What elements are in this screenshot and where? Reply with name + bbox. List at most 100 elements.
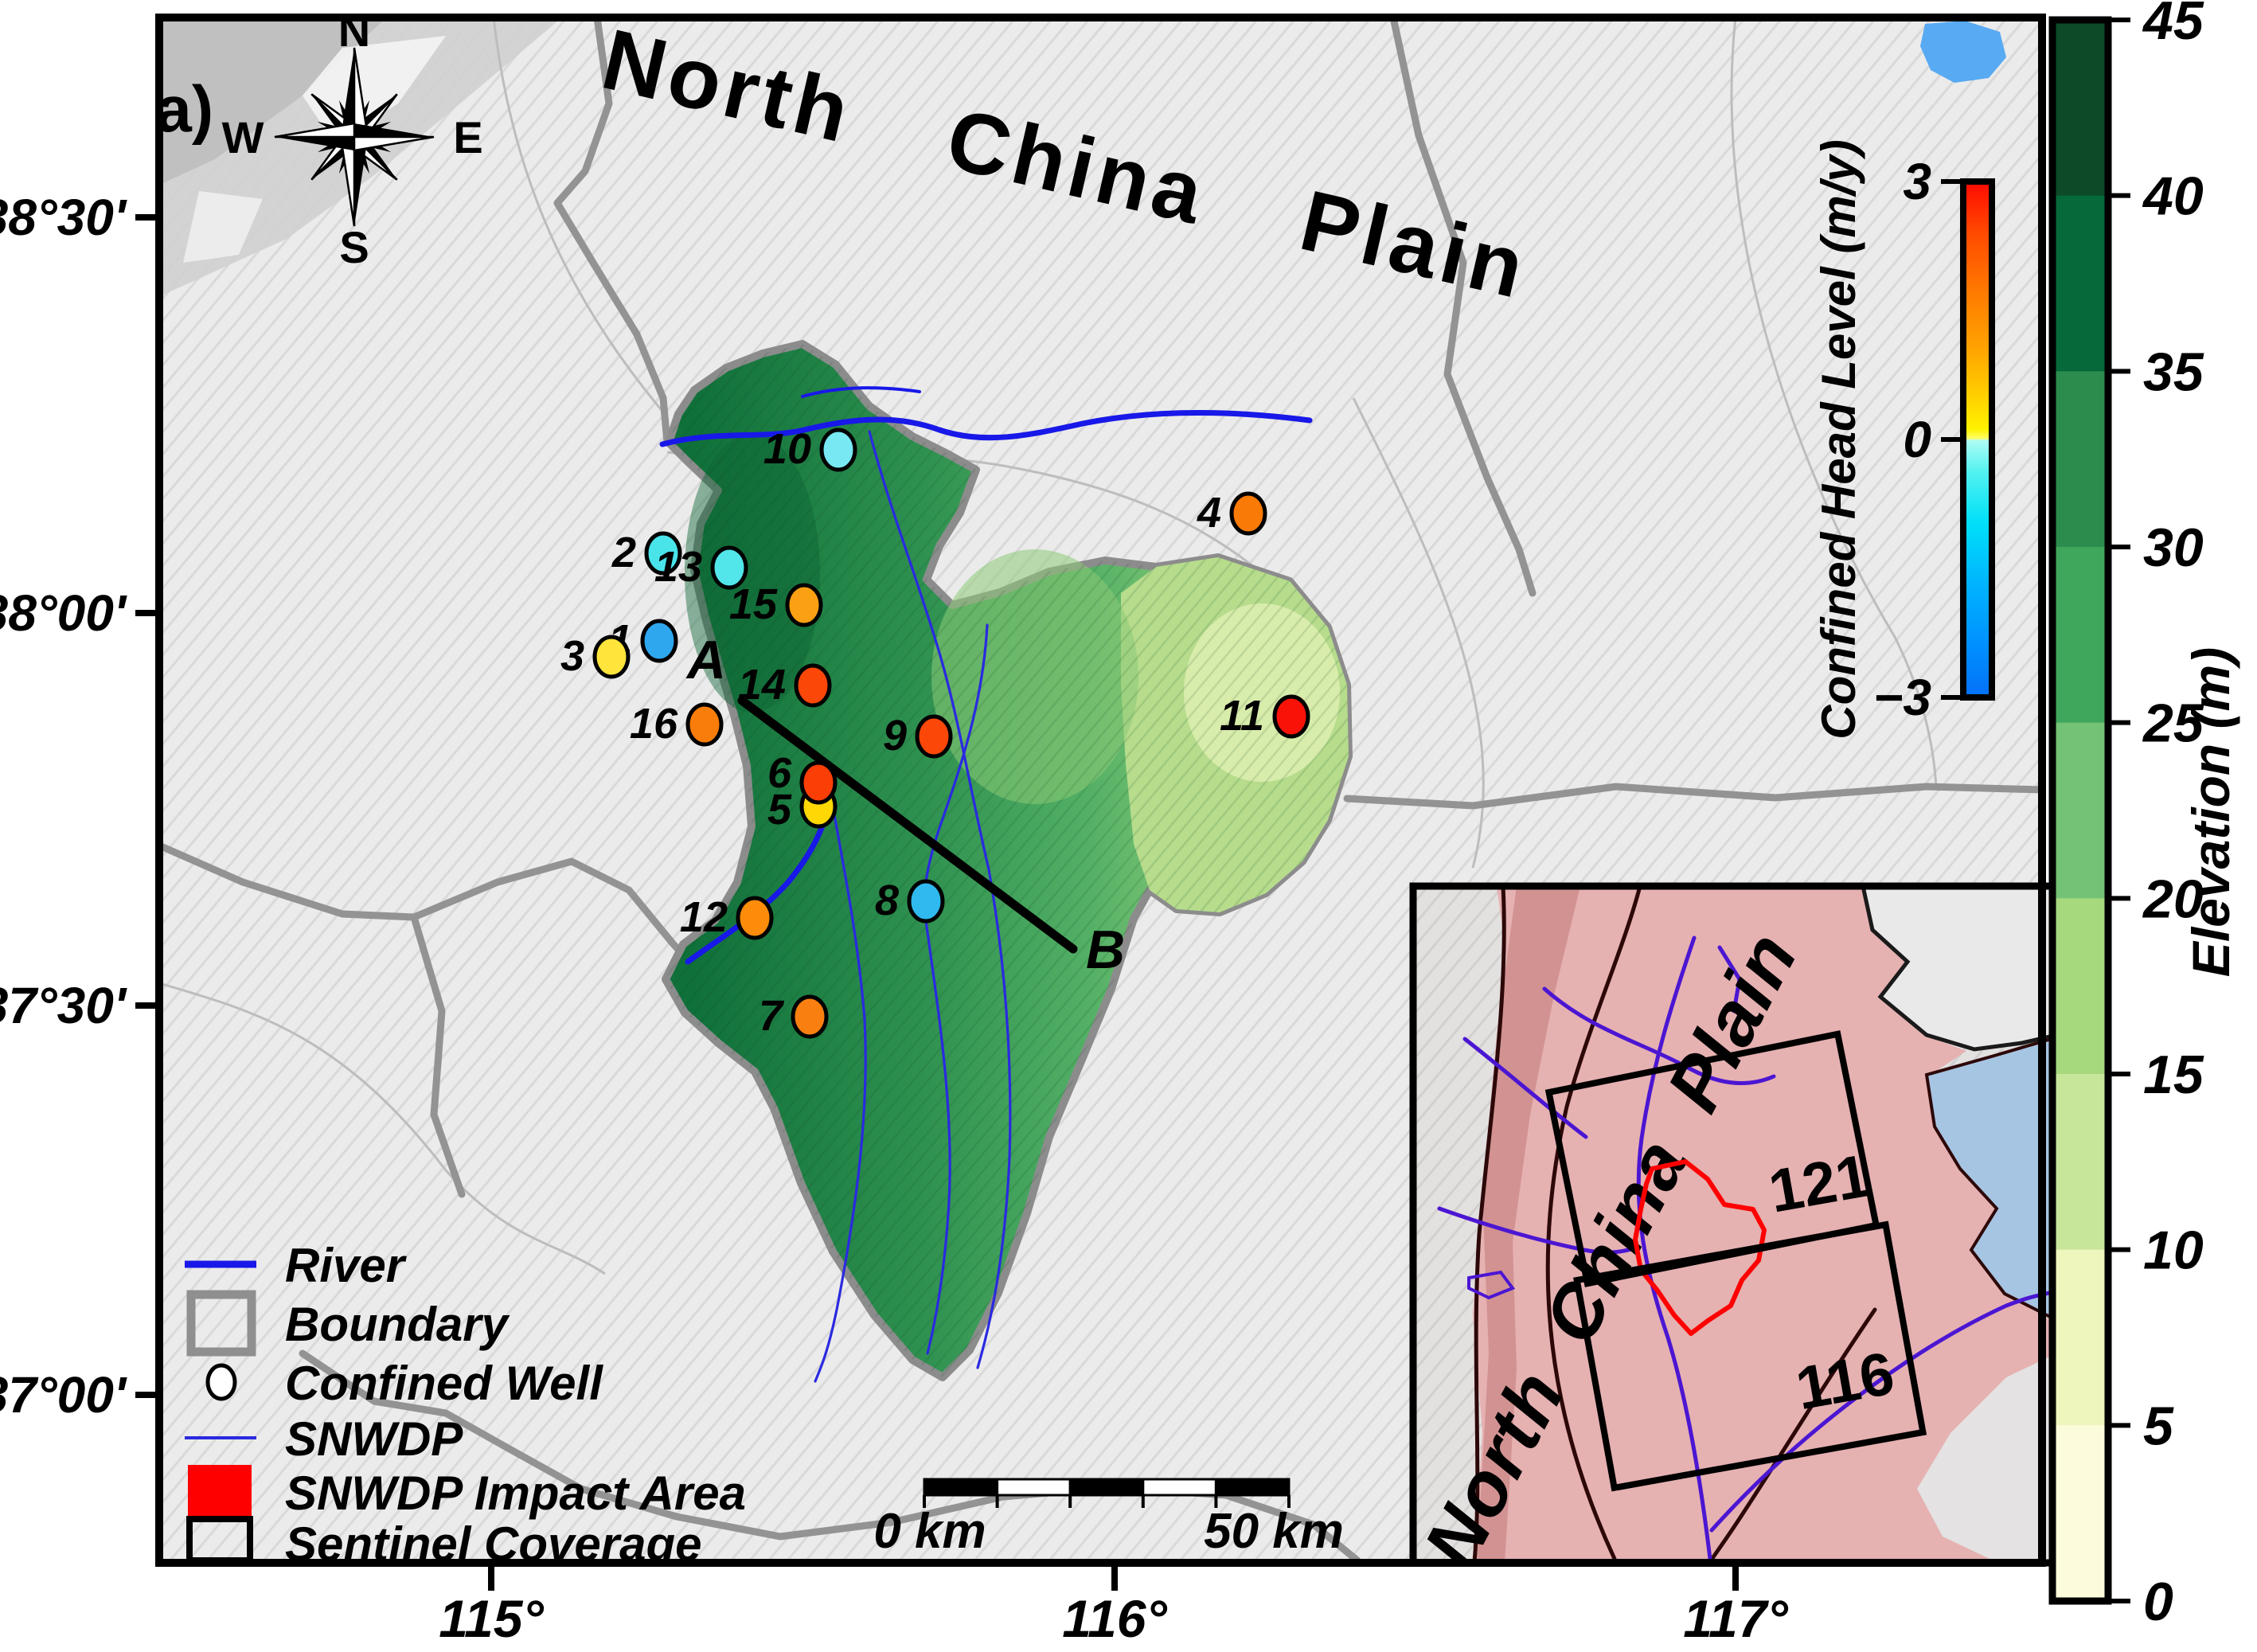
elevation-tick-label: 25 (2142, 693, 2204, 754)
elevation-tick-label: 35 (2143, 342, 2204, 402)
well-label-10: 10 (763, 425, 811, 473)
well-marker-11 (1272, 694, 1310, 739)
elevation-tick-label: 40 (2142, 166, 2204, 227)
legend-impact-label: SNWDP Impact Area (285, 1466, 746, 1520)
well-markers: 12345678910111213141516 (560, 425, 1310, 1040)
head-colorbar-title: Confined Head Level (m/y) (1812, 139, 1865, 739)
well-label-5: 5 (767, 786, 792, 834)
sentinel-label-116: 116 (1791, 1339, 1900, 1423)
lon-tick-label: 115° (439, 1589, 544, 1648)
well-marker-7 (791, 994, 829, 1039)
head-tick-label: −3 (1873, 669, 1931, 726)
well-label-6: 6 (767, 749, 792, 797)
well-marker-10 (819, 428, 857, 472)
legend-snwdp-label: SNWDP (285, 1412, 463, 1466)
head-colorbar: 3 0 −3 Confined Head Level (m/y) (1812, 139, 1995, 740)
elevation-band (2052, 547, 2108, 724)
inset-se-mountains (1917, 1353, 2056, 1563)
elevation-band (2052, 722, 2108, 900)
legend-well-label: Confined Well (285, 1357, 603, 1410)
lat-tick-label: 38°30' (0, 189, 127, 246)
scalebar-segment (1214, 1478, 1291, 1497)
elevation-bar-frame (2048, 16, 2112, 1605)
well-marker-6 (799, 760, 838, 805)
legend-boundary-icon (186, 1290, 256, 1357)
scale-bar (923, 1478, 1291, 1508)
map-frame (155, 14, 2046, 1567)
legend-river-label: River (285, 1239, 408, 1292)
elevation-tick-label: 0 (2143, 1572, 2173, 1632)
compass-spike (274, 122, 356, 139)
well-label-13: 13 (654, 543, 702, 591)
well-marker-16 (685, 702, 724, 747)
scalebar-zero-label: 0 km (873, 1504, 986, 1559)
compass-rose (274, 47, 435, 227)
well-label-3: 3 (560, 632, 584, 680)
sentinel-box-116 (1573, 1220, 1927, 1492)
compass-east-label: E (453, 112, 482, 162)
elevation-band (2052, 20, 2108, 197)
inset-boundaries (1472, 886, 1877, 1563)
well-label-12: 12 (680, 893, 728, 941)
elevation-band (2052, 371, 2108, 548)
lon-tick-label: 116° (1062, 1589, 1167, 1648)
elevation-band (2052, 195, 2108, 373)
study-texture (666, 344, 1349, 1377)
compass-spike (341, 48, 354, 137)
compass-west-label: W (222, 112, 264, 162)
scalebar-segment (1068, 1478, 1145, 1497)
scalebar-end-label: 50 km (1204, 1504, 1344, 1559)
inset-map: North China Plain 121 116 (1413, 886, 2056, 1563)
lon-tick-label: 117° (1683, 1589, 1788, 1648)
elevation-colorbar: 45 40 35 30 25 20 15 10 5 0 (2048, 0, 2204, 1632)
compass-spike (354, 137, 368, 226)
cross-section: A B (685, 630, 1125, 980)
legend-boundary-label: Boundary (285, 1298, 510, 1351)
elevation-band (2052, 1425, 2108, 1602)
well-marker-15 (785, 583, 823, 627)
well-marker-12 (736, 896, 774, 940)
scalebar-segment (1142, 1478, 1217, 1497)
well-marker-8 (907, 879, 945, 924)
head-tick-label: 3 (1903, 153, 1931, 210)
main-map: North China Plain (a) N S E W A B 123456… (134, 6, 2042, 1571)
legend-coverage-label: Sentinel Coverage (285, 1517, 702, 1571)
well-label-7: 7 (759, 992, 785, 1040)
well-label-11: 11 (1220, 692, 1264, 740)
well-marker-2 (644, 531, 682, 576)
well-label-4: 4 (1197, 489, 1221, 537)
sentinel-boxes (1544, 1030, 1927, 1492)
elevation-colorbar-title: Elevation (m) (2181, 647, 2240, 977)
legend: River Boundary Confined Well SNWDP SNWDP… (185, 1239, 746, 1571)
inset-west-mountains (1477, 886, 1580, 1563)
well-marker-13 (710, 545, 748, 590)
compass-north-label: N (338, 6, 370, 56)
impact-area-pink (1473, 886, 2056, 1563)
legend-impact-icon (188, 1465, 252, 1517)
legend-well-icon (205, 1363, 237, 1401)
scalebar-segment (923, 1478, 999, 1497)
head-colorbar-bar (1960, 178, 1995, 701)
elevation-band (2052, 1074, 2108, 1251)
compass-spike (275, 137, 354, 150)
well-label-2: 2 (611, 529, 636, 576)
elevation-tick-label: 10 (2143, 1220, 2204, 1281)
study-area (662, 340, 1353, 1381)
elevation-tick-label: 20 (2142, 869, 2204, 929)
inset-sea (1924, 1035, 2056, 1322)
inset-study-outline (1633, 1159, 1767, 1336)
panel-label: (a) (134, 73, 213, 146)
well-marker-14 (794, 663, 832, 708)
lat-tick-label: 38°00' (0, 584, 127, 642)
elevation-band (2052, 898, 2108, 1075)
well-marker-9 (915, 714, 953, 759)
well-marker-4 (1229, 491, 1267, 536)
well-label-9: 9 (883, 712, 907, 760)
lake (1920, 21, 2006, 83)
lat-tick-label: 37°00' (0, 1366, 127, 1424)
elevation-tick-label: 30 (2143, 517, 2204, 578)
elevation-tick-label: 45 (2142, 0, 2204, 51)
inset-north-region (1861, 886, 2056, 1052)
